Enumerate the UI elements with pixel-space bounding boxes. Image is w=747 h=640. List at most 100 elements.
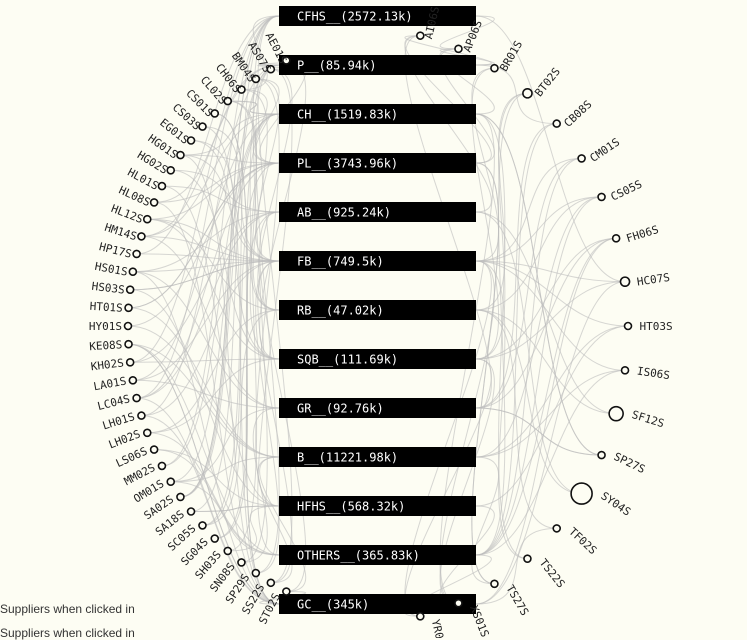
supplier-node-hl01s[interactable] bbox=[157, 181, 167, 191]
supplier-node-ch06s[interactable] bbox=[237, 85, 246, 94]
supplier-node-sg04s[interactable] bbox=[210, 534, 220, 543]
category-rb[interactable]: RB__(47.02k) bbox=[279, 300, 476, 320]
category-box[interactable] bbox=[279, 349, 476, 369]
category-box[interactable] bbox=[279, 398, 476, 418]
supplier-node-ai06s[interactable] bbox=[415, 31, 425, 40]
supplier-node-mm02s[interactable] bbox=[157, 461, 167, 471]
supplier-node-eg01s[interactable] bbox=[186, 136, 196, 145]
supplier-node-cs03s[interactable] bbox=[198, 122, 207, 131]
link bbox=[475, 237, 617, 360]
supplier-node-hl12s[interactable] bbox=[142, 214, 152, 224]
category-box[interactable] bbox=[279, 202, 476, 222]
supplier-node-hm14s[interactable] bbox=[137, 232, 146, 241]
link bbox=[141, 415, 280, 605]
category-box[interactable] bbox=[279, 55, 476, 75]
category-box[interactable] bbox=[279, 104, 476, 124]
category-p[interactable]: P__(85.94k) bbox=[279, 55, 476, 75]
supplier-node-cs01s[interactable] bbox=[210, 109, 220, 118]
category-gc[interactable]: GC__(345k) bbox=[279, 594, 476, 614]
category-hfhs[interactable]: HFHS__(568.32k) bbox=[279, 496, 476, 516]
supplier-node-lc04s[interactable] bbox=[132, 393, 141, 403]
supplier-node-ke08s[interactable] bbox=[124, 339, 133, 349]
supplier-node-bm04s[interactable] bbox=[251, 74, 261, 84]
link bbox=[475, 281, 626, 605]
supplier-node-lh02s[interactable] bbox=[142, 428, 152, 438]
category-ab[interactable]: AB__(925.24k) bbox=[279, 202, 476, 222]
supplier-node-sn08s[interactable] bbox=[237, 558, 246, 567]
link bbox=[227, 505, 280, 552]
supplier-node-cl02s[interactable] bbox=[223, 96, 233, 106]
supplier-node-sc05s[interactable] bbox=[198, 521, 207, 530]
supplier-node-fh06s[interactable] bbox=[611, 234, 621, 243]
supplier-node-hy01s[interactable] bbox=[123, 321, 133, 331]
supplier-label: CM01S bbox=[587, 136, 622, 165]
link bbox=[475, 260, 626, 371]
supplier-node-ht01s[interactable] bbox=[124, 303, 133, 313]
supplier-node-cb08s[interactable] bbox=[552, 119, 562, 128]
category-box[interactable] bbox=[279, 545, 476, 565]
supplier-node-la01s[interactable] bbox=[128, 376, 138, 385]
link bbox=[475, 260, 626, 283]
supplier-node-hp17s[interactable] bbox=[132, 249, 141, 259]
supplier-node-st02s[interactable] bbox=[282, 587, 291, 596]
supplier-node-om01s[interactable] bbox=[166, 477, 176, 487]
supplier-node-is06s[interactable] bbox=[620, 366, 630, 375]
link bbox=[191, 64, 280, 513]
supplier-node-br01s[interactable] bbox=[490, 63, 499, 73]
supplier-node-hg01s[interactable] bbox=[176, 150, 185, 160]
supplier-node-as07s[interactable] bbox=[266, 64, 276, 74]
link bbox=[475, 196, 602, 458]
category-b[interactable]: B__(11221.98k) bbox=[279, 447, 476, 467]
category-box[interactable] bbox=[279, 447, 476, 467]
supplier-node-kh02s[interactable] bbox=[125, 358, 135, 367]
supplier-label: HM14S bbox=[103, 221, 139, 243]
supplier-node-xs01s[interactable] bbox=[454, 598, 463, 608]
link bbox=[161, 15, 280, 467]
supplier-node-ap06s[interactable] bbox=[454, 44, 463, 54]
category-others[interactable]: OTHERS__(365.83k) bbox=[279, 545, 476, 565]
category-cfhs[interactable]: CFHS__(2572.13k) bbox=[279, 6, 476, 26]
category-box[interactable] bbox=[279, 251, 476, 271]
supplier-node-ls06s[interactable] bbox=[149, 445, 159, 454]
supplier-node-ht03s[interactable] bbox=[623, 321, 633, 331]
category-box[interactable] bbox=[279, 496, 476, 516]
supplier-node-hs03s[interactable] bbox=[125, 285, 135, 294]
category-box[interactable] bbox=[279, 594, 476, 614]
supplier-node-hs01s[interactable] bbox=[128, 267, 138, 276]
supplier-node-sy04s[interactable] bbox=[570, 482, 593, 505]
supplier-node-cm01s[interactable] bbox=[577, 154, 586, 163]
supplier-node-sp27s[interactable] bbox=[597, 450, 606, 460]
category-sqb[interactable]: SQB__(111.69k) bbox=[279, 349, 476, 369]
category-ch[interactable]: CH__(1519.83k) bbox=[279, 104, 476, 124]
supplier-node-lh01s[interactable] bbox=[137, 411, 146, 420]
supplier-node-sp29s[interactable] bbox=[251, 568, 261, 578]
supplier-node-hc07s[interactable] bbox=[619, 276, 631, 288]
link bbox=[475, 196, 602, 262]
supplier-node-cs05s[interactable] bbox=[597, 192, 606, 202]
supplier-node-ts27s[interactable] bbox=[490, 579, 499, 589]
link bbox=[132, 113, 280, 381]
supplier-node-yr01s[interactable] bbox=[415, 612, 425, 621]
supplier-node-ae01s[interactable] bbox=[282, 56, 291, 65]
supplier-node-sa18s[interactable] bbox=[186, 507, 196, 516]
link bbox=[439, 260, 495, 604]
supplier-node-ts22s[interactable] bbox=[523, 554, 532, 563]
supplier-node-hl08s[interactable] bbox=[149, 198, 159, 207]
category-box[interactable] bbox=[279, 153, 476, 173]
link bbox=[136, 397, 280, 605]
link bbox=[161, 185, 280, 507]
category-fb[interactable]: FB__(749.5k) bbox=[279, 251, 476, 271]
supplier-node-tf02s[interactable] bbox=[552, 524, 562, 533]
category-pl[interactable]: PL__(3743.96k) bbox=[279, 153, 476, 173]
category-gr[interactable]: GR__(92.76k) bbox=[279, 398, 476, 418]
supplier-node-sh03s[interactable] bbox=[223, 546, 233, 556]
supplier-node-ss22s[interactable] bbox=[266, 578, 276, 588]
supplier-node-sa02s[interactable] bbox=[176, 492, 185, 502]
link bbox=[475, 260, 528, 560]
supplier-node-bt02s[interactable] bbox=[522, 87, 533, 99]
category-box[interactable] bbox=[279, 300, 476, 320]
link bbox=[180, 64, 280, 498]
supplier-node-hg02s[interactable] bbox=[166, 165, 176, 175]
supplier-node-sf12s[interactable] bbox=[608, 405, 624, 422]
category-box[interactable] bbox=[279, 6, 476, 26]
